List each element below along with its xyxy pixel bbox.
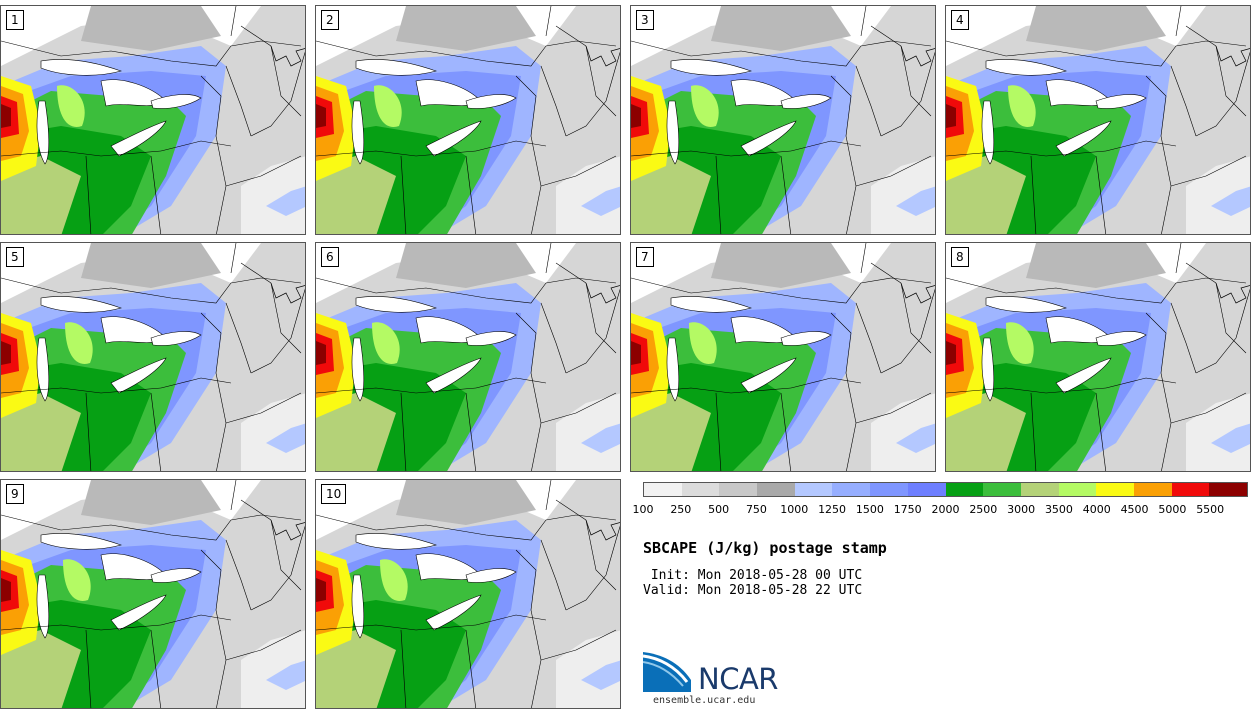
time-info: Init: Mon 2018-05-28 00 UTC Valid: Mon 20… bbox=[643, 568, 862, 598]
logo-url: ensemble.ucar.edu bbox=[653, 695, 756, 706]
ensemble-member-panel: 4 bbox=[945, 5, 1251, 235]
sbcape-map bbox=[631, 243, 935, 471]
ensemble-member-panel: 2 bbox=[315, 5, 621, 235]
colorbar-tick-label: 250 bbox=[670, 503, 692, 516]
panel-number-label: 1 bbox=[6, 10, 24, 30]
init-time: Init: Mon 2018-05-28 00 UTC bbox=[643, 568, 863, 583]
colorbar-tick-label: 1500 bbox=[855, 503, 884, 516]
colorbar-segment bbox=[1020, 483, 1059, 496]
colorbar-segment bbox=[1096, 483, 1134, 496]
colorbar-tick-label: 3500 bbox=[1044, 503, 1073, 516]
colorbar-segment bbox=[907, 483, 946, 496]
sbcape-map bbox=[1, 243, 305, 471]
colorbar-tick-label: 500 bbox=[708, 503, 730, 516]
ncar-logo-icon bbox=[643, 652, 691, 692]
colorbar-segment bbox=[1171, 483, 1210, 496]
sbcape-map bbox=[946, 243, 1250, 471]
sbcape-map bbox=[946, 6, 1250, 234]
colorbar-tick-label: 1250 bbox=[818, 503, 847, 516]
colorbar-tick-label: 1750 bbox=[893, 503, 922, 516]
colorbar-tick-label: 750 bbox=[745, 503, 767, 516]
panel-number-label: 9 bbox=[6, 484, 24, 504]
panel-number-label: 3 bbox=[636, 10, 654, 30]
ensemble-member-panel: 1 bbox=[0, 5, 306, 235]
colorbar-tick-label: 5500 bbox=[1196, 503, 1225, 516]
colorbar-segment bbox=[794, 483, 833, 496]
colorbar-segment bbox=[945, 483, 984, 496]
colorbar-tick-label: 1000 bbox=[780, 503, 809, 516]
page-title: SBCAPE (J/kg) postage stamp bbox=[643, 539, 887, 557]
colorbar-segment bbox=[1058, 483, 1097, 496]
sbcape-map bbox=[316, 6, 620, 234]
sbcape-map bbox=[1, 480, 305, 708]
colorbar-tick-label: 2500 bbox=[969, 503, 998, 516]
colorbar-segment bbox=[719, 483, 758, 496]
colorbar-segment bbox=[644, 483, 682, 496]
panel-number-label: 10 bbox=[321, 484, 347, 504]
colorbar-tick-labels: 100 250 500 750 1000 1250 1500 1750 2000 2500 3000… bbox=[633, 503, 1248, 517]
panel-number-label: 2 bbox=[321, 10, 339, 30]
colorbar-segment bbox=[983, 483, 1021, 496]
colorbar-tick-label: 2000 bbox=[931, 503, 960, 516]
ensemble-member-panel: 9 bbox=[0, 479, 306, 709]
colorbar-segment bbox=[757, 483, 795, 496]
panel-number-label: 4 bbox=[951, 10, 969, 30]
sbcape-map bbox=[1, 6, 305, 234]
colorbar-segment bbox=[1133, 483, 1172, 496]
ensemble-member-panel: 3 bbox=[630, 5, 936, 235]
colorbar-segment bbox=[1209, 483, 1247, 496]
colorbar-tick-label: 4000 bbox=[1082, 503, 1111, 516]
sbcape-map bbox=[631, 6, 935, 234]
colorbar-tick-label: 5000 bbox=[1158, 503, 1187, 516]
colorbar-segment bbox=[681, 483, 720, 496]
panel-number-label: 7 bbox=[636, 247, 654, 267]
colorbar-segment bbox=[832, 483, 871, 496]
ensemble-member-panel: 6 bbox=[315, 242, 621, 472]
colorbar-segment bbox=[870, 483, 908, 496]
panel-number-label: 5 bbox=[6, 247, 24, 267]
ensemble-member-panel: 5 bbox=[0, 242, 306, 472]
sbcape-colorbar bbox=[643, 482, 1248, 497]
logo-name: NCAR bbox=[698, 662, 778, 696]
ensemble-member-panel: 8 bbox=[945, 242, 1251, 472]
colorbar-tick-label: 3000 bbox=[1007, 503, 1036, 516]
ensemble-member-panel: 10 bbox=[315, 479, 621, 709]
colorbar-tick-label: 4500 bbox=[1120, 503, 1149, 516]
panel-number-label: 8 bbox=[951, 247, 969, 267]
panel-number-label: 6 bbox=[321, 247, 339, 267]
sbcape-map bbox=[316, 243, 620, 471]
colorbar-tick-label: 100 bbox=[632, 503, 654, 516]
valid-time: Valid: Mon 2018-05-28 22 UTC bbox=[643, 583, 863, 598]
sbcape-map bbox=[316, 480, 620, 708]
ensemble-member-panel: 7 bbox=[630, 242, 936, 472]
